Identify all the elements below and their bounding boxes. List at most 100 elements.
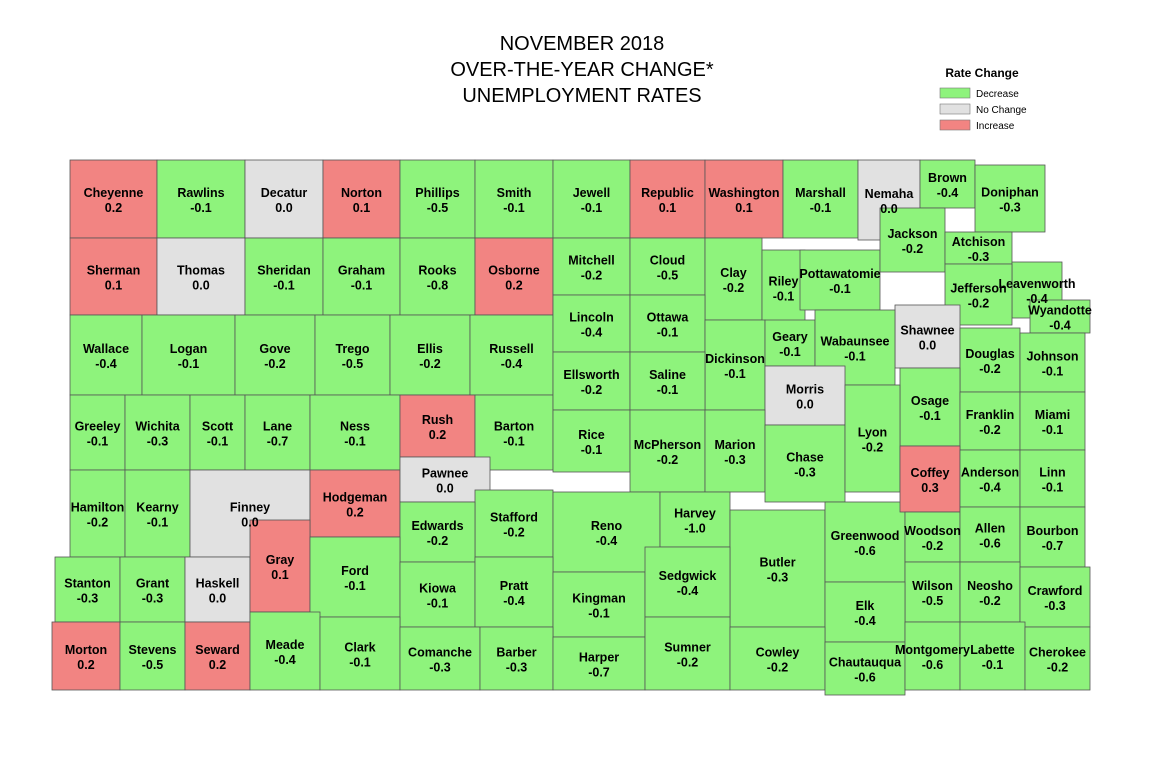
county-name: Smith (497, 186, 532, 200)
county-value: -0.3 (142, 592, 164, 606)
county (974, 164, 1046, 233)
county-name: Wallace (83, 342, 129, 356)
county-value: 0.1 (105, 279, 122, 293)
county-name: Edwards (411, 519, 463, 533)
county (469, 314, 554, 396)
county (474, 489, 554, 558)
county (1019, 449, 1086, 508)
county (944, 231, 1013, 265)
county (184, 556, 251, 623)
county-value: -0.4 (503, 594, 525, 608)
county-value: 0.2 (346, 506, 363, 520)
county-value: -0.6 (922, 658, 944, 672)
title-line: OVER-THE-YEAR CHANGE* (450, 59, 714, 81)
county (474, 556, 554, 628)
county-value: -0.1 (982, 658, 1004, 672)
county (959, 327, 1021, 393)
county-value: -0.4 (274, 653, 296, 667)
county-value: -0.1 (190, 201, 212, 215)
county (899, 445, 961, 513)
county-name: Gove (259, 342, 290, 356)
county-name: McPherson (634, 438, 701, 452)
county-value: -0.1 (657, 326, 679, 340)
county-name: Thomas (177, 264, 225, 278)
county (761, 249, 806, 326)
county-name: Harvey (674, 507, 716, 521)
county-name: Kearny (136, 501, 178, 515)
county-value: -0.2 (1047, 661, 1069, 675)
county (54, 556, 121, 623)
county-name: Ottawa (647, 311, 690, 325)
county (69, 314, 143, 396)
county-name: Atchison (952, 235, 1005, 249)
county-name: Greeley (75, 420, 121, 434)
county-name: Cheyenne (84, 186, 144, 200)
legend-label: Decrease (976, 89, 1019, 100)
county-name: Jewell (573, 186, 611, 200)
county-name: Douglas (965, 347, 1014, 361)
county (309, 394, 401, 471)
legend-swatch (939, 119, 971, 131)
county-name: Miami (1035, 408, 1070, 422)
county-value: -0.2 (979, 423, 1001, 437)
legend-title: Rate Change (945, 66, 1019, 80)
county-value: -1.0 (684, 522, 706, 536)
county (959, 621, 1026, 691)
county-name: Osage (911, 394, 949, 408)
county-value: 0.0 (209, 592, 226, 606)
county-name: Rice (578, 428, 604, 442)
county (1019, 566, 1091, 628)
county-name: Gray (266, 553, 295, 567)
county-name: Elk (856, 599, 875, 613)
county-name: Shawnee (900, 324, 954, 338)
county (899, 367, 961, 447)
county-value: 0.2 (505, 279, 522, 293)
county-value: -0.2 (902, 242, 924, 256)
county (51, 621, 121, 691)
county (1019, 506, 1086, 568)
county-name: Barton (494, 420, 534, 434)
county-value: -0.1 (844, 350, 866, 364)
county-name: Labette (970, 643, 1015, 657)
county-value: -0.1 (724, 367, 746, 381)
county-value: -0.4 (95, 357, 117, 371)
county-value: -0.1 (1042, 423, 1064, 437)
county-value: -0.1 (147, 516, 169, 530)
county (69, 237, 158, 316)
legend-label: No Change (976, 105, 1027, 116)
county-value: -0.1 (178, 357, 200, 371)
county-name: Rawlins (177, 186, 224, 200)
county-name: Reno (591, 519, 623, 533)
county-value: -0.1 (581, 443, 603, 457)
county-name: Kiowa (419, 582, 457, 596)
county-value: -0.2 (677, 656, 699, 670)
county-name: Coffey (911, 466, 950, 480)
county-name: Morris (786, 383, 824, 397)
county-value: 0.2 (429, 428, 446, 442)
county (704, 319, 766, 411)
county (309, 536, 401, 618)
county-name: Marshall (795, 186, 846, 200)
county-name: Wabaunsee (820, 335, 889, 349)
county-name: Greenwood (831, 529, 900, 543)
county-value: 0.0 (436, 482, 453, 496)
county-value: -0.1 (919, 409, 941, 423)
county-value: -0.1 (207, 435, 229, 449)
county (959, 391, 1021, 451)
county-name: Johnson (1026, 350, 1078, 364)
county-name: Lincoln (569, 311, 613, 325)
county (729, 509, 826, 628)
county-value: -0.3 (1044, 599, 1066, 613)
county-value: -0.1 (273, 279, 295, 293)
county-value: -0.4 (937, 186, 959, 200)
county-name: Montgomery (895, 643, 970, 657)
county-name: Lyon (858, 426, 887, 440)
county (399, 159, 476, 239)
county (249, 519, 311, 613)
title-line: UNEMPLOYMENT RATES (462, 85, 701, 107)
county (1029, 299, 1091, 334)
county (644, 546, 731, 618)
county-name: Republic (641, 186, 694, 200)
counties (51, 159, 1091, 696)
